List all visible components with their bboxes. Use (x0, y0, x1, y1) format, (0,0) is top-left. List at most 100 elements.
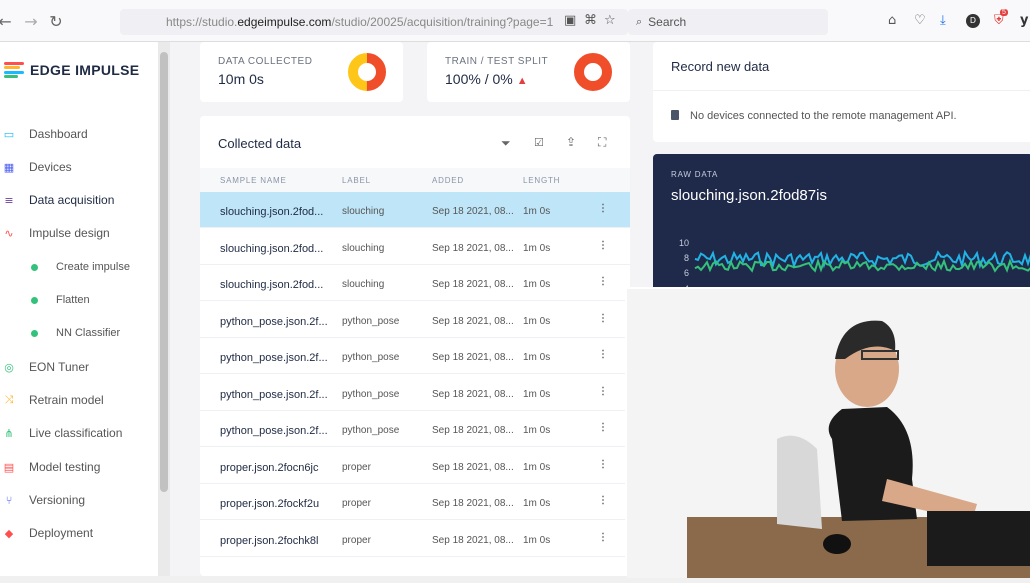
y-tick-label: 10 (678, 238, 689, 248)
download-icon[interactable]: ⤓ (940, 13, 946, 28)
sidebar-item-dashboard[interactable]: ▭ Dashboard (0, 124, 88, 144)
select-checkbox-icon[interactable]: ☑ (534, 136, 544, 149)
sidebar-item-nn-classifier[interactable]: NN Classifier (0, 323, 120, 343)
sidebar-item-label: EON Tuner (29, 360, 90, 374)
brand-logo[interactable]: EDGE IMPULSE (4, 62, 139, 78)
sample-name-cell: python_pose.json.2f... (220, 315, 328, 328)
translate-icon[interactable]: ⌘ (584, 13, 597, 28)
length-cell: 1m 0s (523, 498, 551, 509)
table-row[interactable]: slouching.json.2fod... slouching Sep 18 20… (200, 192, 630, 228)
row-menu-icon[interactable]: ⋮ (598, 312, 608, 324)
search-placeholder: Search (648, 15, 687, 29)
forward-arrow-icon[interactable]: → (24, 12, 38, 31)
sample-name-cell: slouching.json.2fod... (220, 279, 324, 291)
added-cell: Sep 18 2021, 08... (432, 498, 514, 509)
sidebar-item-live-classification[interactable]: ⋔ Live classification (0, 423, 122, 443)
branch-icon: ⑂ (5, 493, 13, 507)
pocket-icon[interactable]: ♡ (914, 13, 926, 28)
cube-icon: ◆ (4, 526, 14, 540)
sidebar-item-label: Versioning (29, 493, 86, 507)
sidebar-scroll-thumb[interactable] (160, 52, 168, 492)
extension-shield-icon[interactable]: ⛨ (994, 13, 1004, 28)
sidebar-item-flatten[interactable]: Flatten (0, 290, 90, 310)
column-sample-name[interactable]: SAMPLE NAME (220, 176, 287, 185)
sidebar-item-impulse-design[interactable]: ∿ Impulse design (0, 223, 110, 243)
sidebar-item-label: Live classification (29, 426, 123, 440)
upload-icon[interactable]: ⇪ (566, 135, 577, 149)
sidebar-item-deployment[interactable]: ◆ Deployment (0, 523, 93, 543)
length-cell: 1m 0s (523, 534, 551, 546)
row-menu-icon[interactable]: ⋮ (598, 385, 608, 397)
sample-name-cell: python_pose.json.2f... (220, 388, 328, 401)
table-row[interactable]: python_pose.json.2f... python_pose Sep 18 … (200, 302, 630, 338)
webcam-overlay (625, 287, 1030, 578)
row-menu-icon[interactable]: ⋮ (598, 531, 608, 543)
length-cell: 1m 0s (523, 279, 551, 290)
reload-icon[interactable]: ↻ (49, 12, 63, 31)
qr-code-icon[interactable]: ▣ (564, 13, 577, 28)
network-icon: ⋔ (4, 426, 14, 440)
sidebar-item-versioning[interactable]: ⑂ Versioning (0, 490, 85, 510)
sidebar-item-model-testing[interactable]: ▤ Model testing (0, 457, 101, 477)
table-row[interactable]: proper.json.2focn6jc proper Sep 18 2021, 0… (200, 448, 630, 484)
column-added[interactable]: ADDED (432, 176, 465, 185)
table-row[interactable]: proper.json.2fockf2u proper Sep 18 2021, 0… (200, 484, 630, 520)
pulse-icon: ∿ (4, 226, 14, 240)
row-menu-icon[interactable]: ⋮ (598, 349, 608, 360)
added-cell: Sep 18 2021, 08... (432, 352, 514, 363)
table-row[interactable]: python_pose.json.2f... python_pose Sep 18 … (200, 375, 630, 411)
column-label[interactable]: LABEL (342, 176, 371, 185)
row-menu-icon[interactable]: ⋮ (598, 458, 608, 470)
extension-badge: 5 (1000, 9, 1008, 16)
table-row[interactable]: slouching.json.2fod... slouching Sep 18 20… (200, 229, 630, 265)
added-cell: Sep 18 2021, 08... (432, 534, 514, 546)
series-y-line (694, 249, 1030, 270)
data-collected-donut (348, 53, 386, 91)
column-length[interactable]: LENGTH (523, 176, 561, 185)
table-row[interactable]: slouching.json.2fod... slouching Sep 18 20… (200, 265, 630, 301)
account-label[interactable]: y (1020, 13, 1029, 28)
added-cell: Sep 18 2021, 08... (432, 425, 514, 436)
sidebar-item-label: Flatten (56, 294, 90, 306)
length-cell: 1m 0s (523, 461, 551, 473)
sidebar-item-label: Impulse design (29, 226, 110, 240)
warning-icon[interactable]: ▲ (516, 75, 528, 87)
sample-name-cell: slouching.json.2fod... (220, 206, 324, 218)
row-menu-icon[interactable]: ⋮ (598, 422, 608, 433)
record-new-data-card: Record new data No devices connected to … (653, 42, 1030, 142)
added-cell: Sep 18 2021, 08... (432, 461, 514, 473)
sidebar-item-retrain-model[interactable]: ⤨ Retrain model (0, 390, 104, 410)
search-icon: ⌕ (636, 15, 643, 28)
sidebar-item-devices[interactable]: ▦ Devices (0, 157, 72, 177)
logo-mark-icon (4, 62, 24, 78)
filter-icon[interactable]: ⏷ (501, 136, 511, 150)
expand-icon[interactable]: ⛶ (598, 135, 607, 149)
data-collected-label: DATA COLLECTED (218, 56, 313, 67)
table-row[interactable]: proper.json.2fochk8l proper Sep 18 2021, 0… (200, 521, 630, 557)
label-cell: proper (342, 534, 371, 546)
home-icon[interactable]: ⌂ (888, 13, 897, 28)
url-bar[interactable]: https://studio. edgeimpulse.com/studio/20… (120, 9, 628, 35)
sidebar-item-data-acquisition[interactable]: ≡ Data acquisition (0, 190, 114, 210)
account-avatar[interactable]: D (966, 14, 980, 28)
row-menu-icon[interactable]: ⋮ (598, 203, 608, 214)
sample-name-cell: proper.json.2fockf2u (220, 498, 320, 510)
back-arrow-icon[interactable]: ← (0, 12, 12, 31)
length-cell: 1m 0s (523, 206, 551, 217)
split-donut (574, 53, 612, 91)
sidebar-item-eon-tuner[interactable]: ◎ EON Tuner (0, 357, 89, 377)
search-input[interactable]: ⌕ Search (628, 9, 828, 35)
label-cell: slouching (342, 279, 385, 290)
row-menu-icon[interactable]: ⋮ (598, 239, 608, 251)
table-row[interactable]: python_pose.json.2f... python_pose Sep 18 … (200, 411, 630, 447)
split-value: 100% / 0% (445, 71, 513, 87)
label-cell: python_pose (342, 425, 400, 436)
sidebar-item-label: Data acquisition (29, 193, 115, 207)
label-cell: slouching (342, 206, 385, 217)
row-menu-icon[interactable]: ⋮ (598, 276, 608, 287)
bookmark-star-icon[interactable]: ☆ (604, 13, 616, 28)
sidebar-item-create-impulse[interactable]: Create impulse (0, 257, 130, 277)
table-row[interactable]: python_pose.json.2f... python_pose Sep 18 … (200, 338, 630, 374)
clipboard-icon: ▤ (3, 460, 15, 474)
row-menu-icon[interactable]: ⋮ (598, 495, 608, 506)
